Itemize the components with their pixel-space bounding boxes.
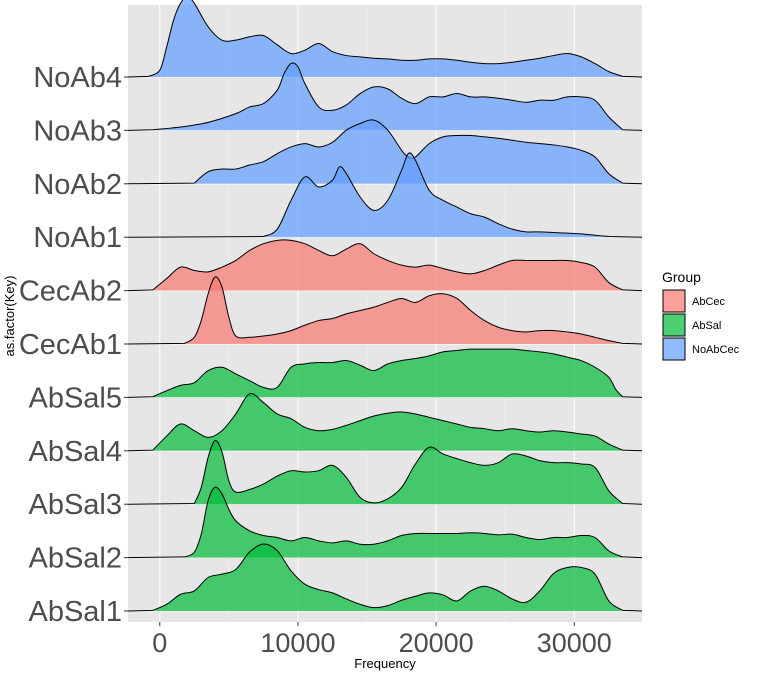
- ridge-fill: [152, 62, 623, 131]
- y-tick-label: NoAb2: [33, 169, 122, 201]
- legend-title: Group: [662, 269, 701, 285]
- ridge-outline: [127, 348, 643, 398]
- y-tick-label: NoAb4: [33, 62, 122, 94]
- x-tick-label: 0: [152, 628, 167, 658]
- ridge-absal4: [127, 393, 643, 452]
- ridge-outline: [127, 486, 643, 559]
- y-tick-label: AbSal3: [28, 489, 122, 521]
- x-tick-label: 20000: [399, 628, 474, 658]
- y-axis-title: as.factor(Key): [2, 276, 17, 357]
- x-axis-title: Frequency: [354, 656, 416, 671]
- ridge-fill: [152, 543, 623, 611]
- ridge-absal3: [127, 440, 643, 505]
- legend-key-noabcec: [662, 337, 686, 361]
- y-tick-label: AbSal1: [28, 596, 122, 628]
- ridge-absal2: [127, 486, 643, 559]
- ridge-absal1: [127, 543, 643, 612]
- y-axis-ticks: AbSal1 AbSal2 AbSal3 AbSal4 AbSal5 CecAb1 CecA…: [19, 62, 128, 628]
- ridge-outline: [127, 393, 643, 452]
- ridge-cecab2: [127, 239, 643, 292]
- ridge-noab3: [127, 62, 643, 131]
- legend-label-noabcec: NoAbCec: [692, 344, 740, 356]
- ridge-noab1: [127, 152, 643, 238]
- ridge-outline: [127, 0, 643, 78]
- legend-label-abcec: AbCec: [692, 296, 726, 308]
- ridge-outline: [127, 152, 643, 238]
- y-tick-label: CecAb2: [19, 276, 122, 308]
- x-tick-label: 30000: [537, 628, 612, 658]
- y-tick-label: AbSal5: [28, 382, 122, 414]
- ridge-fill: [184, 487, 623, 558]
- y-tick-label: AbSal2: [28, 543, 122, 575]
- ridge-fill: [194, 440, 623, 505]
- legend-key-absal: [662, 313, 686, 337]
- y-tick-label: CecAb1: [19, 329, 122, 361]
- ridge-fill: [152, 393, 623, 451]
- ridge-outline: [127, 440, 643, 505]
- legend-label-absal: AbSal: [692, 320, 721, 332]
- ridge-outline: [127, 276, 643, 345]
- ridge-absal5: [127, 348, 643, 398]
- x-tick-label: 10000: [260, 628, 335, 658]
- ridge-fill: [148, 0, 623, 77]
- ridges-layer: [127, 0, 643, 612]
- ridge-outline: [127, 543, 643, 612]
- x-axis-ticks: 0 10000 20000 30000: [152, 622, 612, 658]
- ridge-fill: [263, 152, 609, 238]
- y-tick-label: NoAb3: [33, 115, 122, 147]
- ridge-outline: [127, 62, 643, 131]
- ridge-fill: [152, 349, 623, 398]
- legend: Group AbCec AbSal NoAbCec: [662, 269, 740, 361]
- ridge-noab4: [127, 0, 643, 78]
- ridge-fill: [152, 239, 623, 291]
- ridge-fill: [184, 276, 623, 344]
- ridge-outline: [127, 239, 643, 292]
- y-tick-label: NoAb1: [33, 222, 122, 254]
- legend-key-abcec: [662, 289, 686, 313]
- y-tick-label: AbSal4: [28, 436, 122, 468]
- ridge-cecab1: [127, 276, 643, 345]
- ridge-fill: [194, 119, 623, 184]
